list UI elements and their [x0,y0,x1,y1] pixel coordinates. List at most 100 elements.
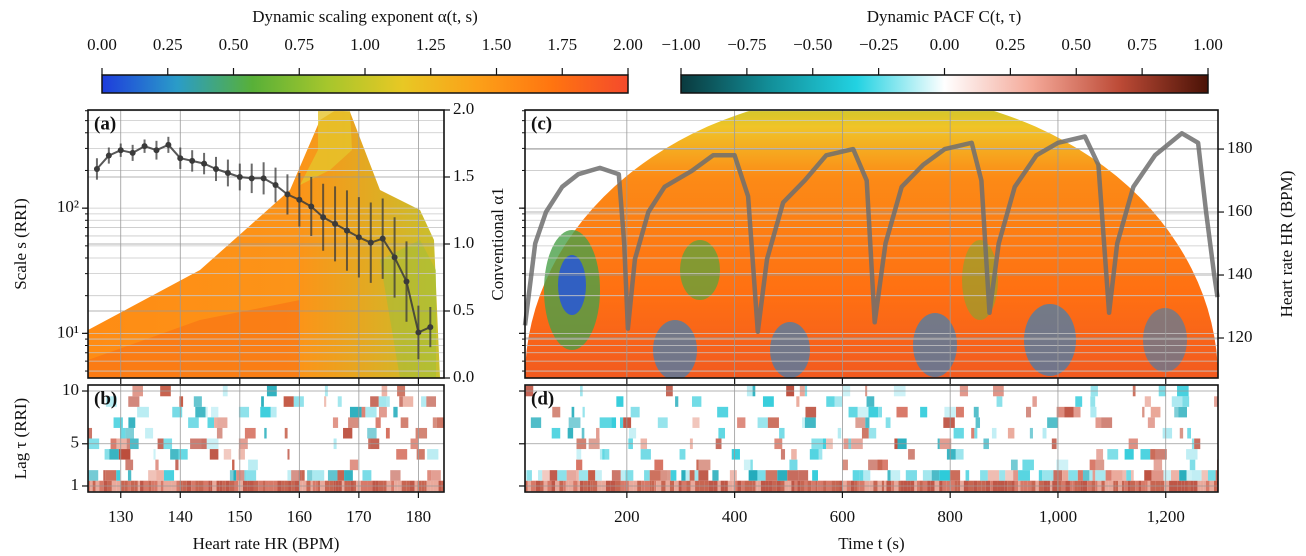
data-point [391,254,398,261]
heatmap-texture [116,470,121,481]
heatmap-texture [1107,449,1119,460]
heatmap-texture [241,470,245,481]
heatmap-texture [789,459,798,471]
heatmap-texture [88,470,99,481]
heatmap-texture [113,417,123,428]
heatmap-texture [644,470,650,481]
data-point [332,220,339,227]
x-tick-label: 800 [937,507,963,526]
heatmap-texture [596,427,600,439]
heatmap-texture [238,449,245,460]
heatmap-texture [868,427,877,439]
heatmap-texture [312,470,325,481]
heatmap-texture [905,470,917,481]
heatmap-texture [109,449,119,460]
heatmap-texture [920,406,928,418]
data-point [129,149,136,156]
tick-label: −0.75 [727,35,766,54]
heatmap-texture [718,427,726,439]
heatmap-texture [670,470,677,481]
heatmap-texture [399,396,403,407]
y-tick-label: 10 [62,380,79,399]
heatmap-texture [689,470,695,481]
heatmap-texture [1029,427,1033,439]
panel-frame [87,109,445,379]
heatmap-texture [805,406,817,418]
heatmap-texture [125,427,134,439]
data-point [308,203,315,210]
heatmap-texture [599,417,612,428]
heatmap-texture [270,406,277,418]
heatmap-texture [232,459,235,471]
heatmap-texture [362,470,372,481]
data-point [177,155,184,162]
x-tick-label: 1,000 [1039,507,1077,526]
heatmap-texture [244,470,247,481]
heatmap-texture [1174,406,1179,418]
heatmap-texture [890,470,901,481]
data-point [272,182,279,189]
data-point [224,169,231,176]
heatmap-texture [1150,449,1156,460]
x-tick-label: 130 [108,507,134,526]
heatmap-texture [233,470,237,481]
heatmap-texture [973,406,979,418]
heatmap-texture [211,406,219,418]
heatmap-texture [145,427,154,439]
heatmap-texture [1187,427,1192,439]
heatmap-texture [922,470,932,481]
data-point [105,152,112,159]
heatmap-texture [956,406,964,418]
heatmap-texture [717,406,729,418]
heatmap-texture [694,470,699,481]
heatmap-texture [1096,449,1104,460]
heatmap-texture [1089,459,1096,471]
data-point [117,147,124,154]
y2-axis-label: Heart rate HR (BPM) [1277,171,1296,318]
heatmap-texture [538,470,543,481]
heatmap-texture [1073,406,1081,418]
data-point [296,196,303,203]
heatmap-texture [692,417,700,428]
heatmap-texture [1105,470,1112,481]
heatmap-texture [552,406,561,418]
heatmap-texture [780,449,786,460]
heatmap-texture [1062,470,1069,481]
heatmap-texture [432,417,437,428]
heatmap-texture [1042,470,1051,481]
x-tick-label: 140 [168,507,194,526]
heatmap-texture [1191,470,1202,481]
heatmap-texture [868,406,879,418]
heatmap-texture [1130,470,1134,481]
heatmap-texture [826,396,835,407]
heatmap-texture [370,396,379,407]
heatmap-texture [284,427,288,439]
heatmap-texture [731,449,740,460]
colorbar [680,74,1209,94]
heatmap-texture [287,470,292,481]
heatmap-texture [698,459,711,471]
heatmap-texture [896,406,908,418]
heatmap-texture [104,449,110,460]
data-point [427,324,434,331]
heatmap-texture [787,470,799,481]
heatmap-texture [128,417,136,428]
heatmap-texture [770,322,810,378]
heatmap-texture [236,470,242,481]
heatmap-texture [653,320,697,378]
heatmap-texture [675,396,679,407]
x-tick-label: 180 [406,507,432,526]
heatmap-texture [616,396,624,407]
heatmap-texture [283,396,294,407]
heatmap-texture [767,417,779,428]
heatmap-texture [628,427,637,439]
heatmap-texture [1144,396,1151,407]
x-tick-label: 600 [830,507,856,526]
data-point [212,165,219,172]
heatmap-texture [163,470,175,481]
heatmap-texture [1214,396,1218,407]
heatmap-texture [649,470,661,481]
heatmap-texture [148,470,157,481]
tick-label: 1.75 [547,35,577,54]
